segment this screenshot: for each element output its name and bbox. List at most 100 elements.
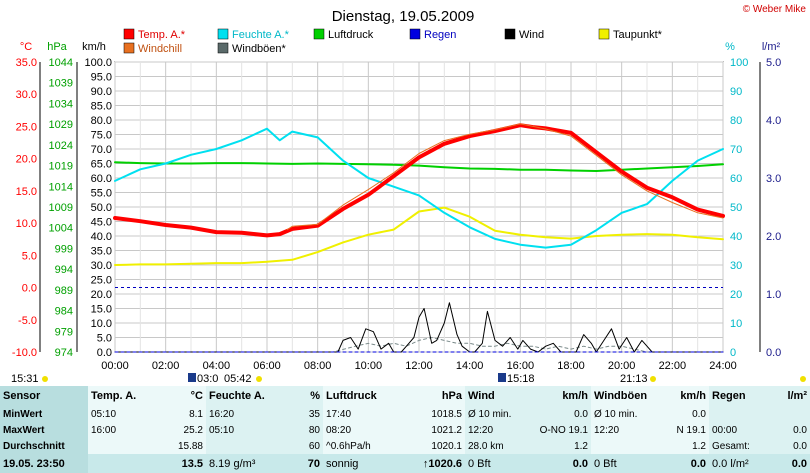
temp-tick-label: 0.0 <box>22 283 37 295</box>
sunrise-icon <box>256 376 262 382</box>
temp-tick-label: 25.0 <box>16 121 37 133</box>
x-tick-label: 24:00 <box>709 360 737 372</box>
rain-tick-label: 0.0 <box>766 347 781 359</box>
temp-unit: °C <box>146 386 206 406</box>
rain-tick-label: 4.0 <box>766 115 781 127</box>
wind-unit: km/h <box>527 386 591 406</box>
legend-label: Feuchte A.* <box>232 29 290 41</box>
row-label: Durchschnitt <box>0 438 88 454</box>
series-temp-a <box>113 123 725 238</box>
legend-swatch <box>313 28 325 40</box>
legend-label: Taupunkt* <box>613 29 663 41</box>
x-tick-label: 18:00 <box>557 360 585 372</box>
wind-tick-label: 65.0 <box>91 159 112 171</box>
sun-left-time: 15:31 <box>11 373 39 385</box>
legend-label: Temp. A.* <box>138 29 186 41</box>
pressure-tick-label: 1044 <box>49 57 73 69</box>
press-header: Luftdruck <box>323 386 383 406</box>
x-tick-label: 08:00 <box>304 360 332 372</box>
sun-icon <box>42 376 48 382</box>
wind-tick-label: 100.0 <box>84 57 112 69</box>
humidity-tick-label: 50 <box>730 202 742 214</box>
legend-label: Luftdruck <box>328 29 374 41</box>
temp-tick-label: -5.0 <box>18 315 37 327</box>
windboen-series <box>114 337 724 353</box>
gust-time: 12:20 <box>591 422 653 438</box>
current-pressure: ↑1020.6 <box>383 454 465 473</box>
wind-tick-label: 40.0 <box>91 231 112 243</box>
legend-swatch <box>217 28 229 40</box>
x-tick-label: 20:00 <box>608 360 636 372</box>
x-tick-label: 16:00 <box>507 360 535 372</box>
hum-value: 35 <box>271 406 323 422</box>
press-unit: hPa <box>383 386 465 406</box>
current-temp: 13.5 <box>146 454 206 473</box>
temp-value: 25.2 <box>146 422 206 438</box>
rain-value: 0.0 <box>769 438 810 454</box>
hum-time: 16:20 <box>206 406 271 422</box>
rain-header: Regen <box>709 386 769 406</box>
pressure-tick-label: 1029 <box>49 119 73 131</box>
wind-tick-label: 80.0 <box>91 115 112 127</box>
humidity-tick-label: 60 <box>730 173 742 185</box>
weather-forecast: sonnig <box>323 454 383 473</box>
temp-tick-label: 30.0 <box>16 89 37 101</box>
x-tick-label: 14:00 <box>456 360 484 372</box>
current-humidity: 70 <box>271 454 323 473</box>
sunset-icon <box>650 376 656 382</box>
humidity-tick-label: 20 <box>730 289 742 301</box>
legend-label: Windböen* <box>232 43 287 55</box>
hum-unit: % <box>271 386 323 406</box>
temp-time <box>88 438 146 454</box>
press-value: 1018.5 <box>383 406 465 422</box>
moonset-time: 15:18 <box>507 373 535 385</box>
temp-axis-title: °C <box>20 41 32 53</box>
rain-tick-label: 5.0 <box>766 57 781 69</box>
pressure-tick-label: 1004 <box>49 223 73 235</box>
gust-unit: km/h <box>653 386 709 406</box>
moonrise-time: 03:0 <box>197 373 218 385</box>
pressure-tick-label: 1019 <box>49 161 73 173</box>
temp-tick-label: 20.0 <box>16 154 37 166</box>
temp-tick-label: -10.0 <box>12 347 37 359</box>
wind-tick-label: 85.0 <box>91 101 112 113</box>
rain-tick-label: 2.0 <box>766 231 781 243</box>
wind-time: Ø 10 min. <box>465 406 527 422</box>
series-feuchte-a <box>114 127 724 249</box>
wind-tick-label: 35.0 <box>91 246 112 258</box>
gust-header: Windböen <box>591 386 653 406</box>
legend-label: Windchill <box>138 43 182 55</box>
pressure-tick-label: 994 <box>55 264 73 276</box>
stats-row-max: MaxWert 16:00 25.2 05:10 80 08:20 1021.2… <box>0 422 810 438</box>
wind-tick-label: 75.0 <box>91 130 112 142</box>
pressure-tick-label: 989 <box>55 285 73 297</box>
wind-header: Wind <box>465 386 527 406</box>
stats-table: Sensor Temp. A. °C Feuchte A. % Luftdruc… <box>0 386 810 473</box>
stats-row-current: 19.05. 23:50 13.5 8.19 g/m³ 70 sonnig ↑1… <box>0 454 810 473</box>
wind-series <box>114 302 724 353</box>
press-value: 1020.1 <box>383 438 465 454</box>
rain-unit: l/m² <box>769 386 810 406</box>
humidity-tick-label: 90 <box>730 86 742 98</box>
wind-tick-label: 10.0 <box>91 318 112 330</box>
hum-time: 05:10 <box>206 422 271 438</box>
humidity-tick-label: 30 <box>730 260 742 272</box>
hum-value: 80 <box>271 422 323 438</box>
row-label: MaxWert <box>0 422 88 438</box>
humidity-tick-label: 100 <box>730 57 748 69</box>
hum-value: 60 <box>271 438 323 454</box>
pressure-tick-label: 979 <box>55 326 73 338</box>
wind-tick-label: 70.0 <box>91 144 112 156</box>
abs-humidity: 8.19 g/m³ <box>206 454 271 473</box>
gust-value: 0.0 <box>653 406 709 422</box>
wind-tick-label: 45.0 <box>91 217 112 229</box>
rain-time: 00:00 <box>709 422 769 438</box>
legend-swatch <box>217 42 229 54</box>
rain-value: 0.0 <box>769 422 810 438</box>
rain-value <box>769 406 810 422</box>
pressure-tick-label: 1034 <box>49 98 73 110</box>
legend-swatch <box>123 42 135 54</box>
legend-swatch <box>504 28 516 40</box>
wind-tick-label: 95.0 <box>91 72 112 84</box>
temp-tick-label: 10.0 <box>16 218 37 230</box>
